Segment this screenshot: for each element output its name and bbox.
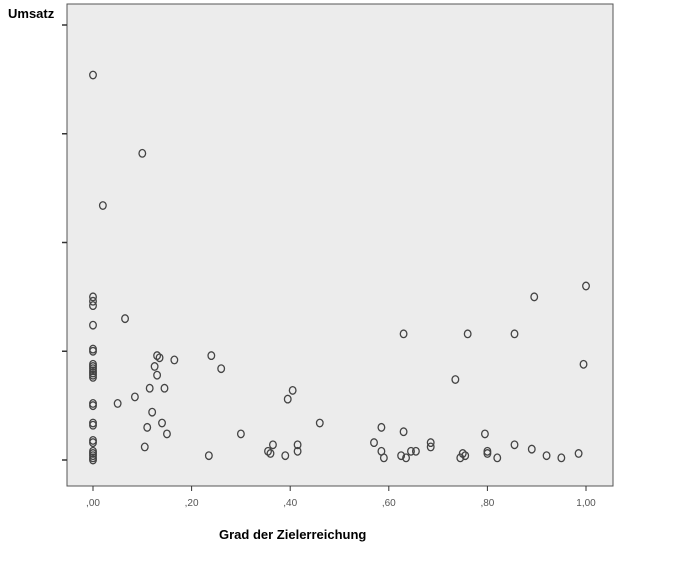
data-point — [281, 451, 290, 461]
data-point — [207, 351, 216, 361]
data-point — [160, 383, 169, 393]
data-point — [527, 444, 536, 454]
data-point — [155, 353, 164, 363]
data-point — [379, 453, 388, 463]
data-point — [480, 429, 489, 439]
data-point — [89, 455, 97, 465]
data-point — [150, 362, 159, 371]
data-point — [542, 451, 551, 461]
data-point — [89, 320, 97, 330]
data-point — [426, 438, 435, 448]
data-point — [89, 296, 97, 306]
data-point — [145, 383, 154, 393]
data-point — [510, 440, 519, 450]
data-point — [530, 292, 539, 302]
data-point — [483, 449, 492, 458]
data-point — [493, 453, 502, 463]
data-point — [121, 314, 129, 324]
data-point — [158, 418, 166, 428]
data-point — [399, 329, 408, 339]
data-point — [461, 451, 470, 461]
data-point — [315, 418, 324, 428]
data-point — [170, 355, 179, 365]
x-axis-label: Grad der Zielerreichung — [219, 527, 367, 542]
data-point — [510, 329, 519, 339]
data-point — [153, 370, 162, 380]
data-point — [89, 401, 97, 411]
x-tick-label: ,40 — [283, 498, 297, 509]
data-point — [426, 442, 435, 452]
data-point — [557, 453, 566, 463]
x-tick-label: ,60 — [382, 498, 396, 509]
data-point — [579, 359, 588, 369]
y-axis-label: Umsatz — [8, 6, 55, 21]
data-point — [89, 438, 97, 448]
data-point — [266, 449, 275, 458]
data-point — [397, 451, 406, 461]
data-point — [288, 385, 297, 395]
data-point — [89, 372, 97, 382]
data-point — [138, 148, 147, 158]
data-point — [236, 429, 245, 439]
data-point — [89, 292, 97, 302]
data-point — [89, 301, 97, 311]
data-point — [148, 407, 157, 417]
data-point — [140, 442, 149, 452]
x-tick-label: 1,00 — [576, 498, 596, 509]
data-point — [89, 70, 97, 80]
data-point — [293, 446, 302, 456]
data-point — [574, 449, 583, 458]
data-point — [399, 427, 408, 437]
data-point — [217, 364, 226, 374]
data-point — [377, 422, 386, 432]
data-point — [463, 329, 472, 339]
data-point — [293, 440, 302, 450]
data-point — [130, 392, 139, 402]
data-point — [143, 422, 152, 432]
data-point — [411, 446, 420, 456]
data-point — [402, 453, 411, 463]
data-point — [113, 399, 122, 408]
data-point — [582, 281, 590, 291]
data-point — [283, 394, 292, 404]
data-point — [268, 440, 277, 450]
data-point — [451, 375, 460, 384]
data-point — [89, 346, 97, 356]
data-point — [98, 201, 107, 210]
plot-area — [66, 3, 614, 487]
data-point — [162, 429, 171, 439]
data-point — [370, 438, 378, 448]
x-tick-label: ,80 — [480, 498, 494, 509]
data-point — [407, 446, 415, 456]
x-tick-label: ,20 — [185, 498, 199, 509]
data-point — [89, 420, 97, 430]
x-tick-label: ,00 — [86, 498, 100, 509]
data-point — [204, 451, 213, 461]
